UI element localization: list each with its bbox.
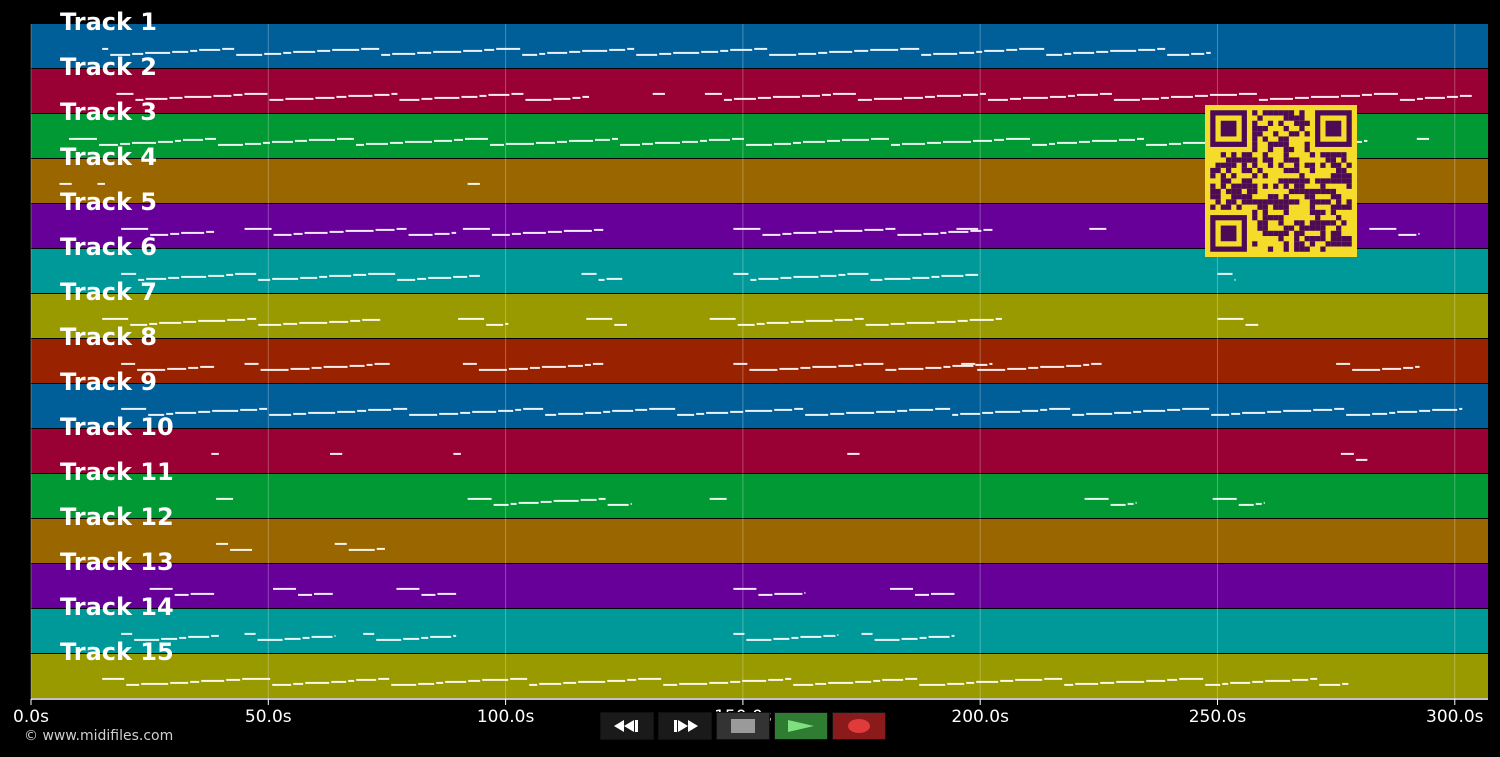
note-run — [733, 362, 993, 371]
note-run — [956, 227, 979, 230]
time-tick-label: 0.0s — [13, 707, 49, 727]
note-run — [961, 362, 1102, 371]
note-run — [467, 497, 632, 506]
track-label: Track 6 — [60, 233, 158, 261]
note-run — [121, 227, 215, 236]
track-label: Track 8 — [60, 323, 158, 351]
track-row — [31, 564, 1488, 608]
track-label: Track 14 — [60, 593, 174, 621]
note-run — [458, 317, 509, 326]
track-row — [31, 609, 1488, 653]
track-label: Track 7 — [60, 278, 158, 306]
track-row — [31, 654, 1488, 698]
track-row — [31, 294, 1488, 338]
note-run — [329, 452, 343, 455]
note-run — [1336, 362, 1420, 371]
note-run — [396, 587, 457, 596]
time-tick-label: 250.0s — [1188, 707, 1247, 727]
note-run — [244, 362, 390, 371]
note-run — [704, 92, 1472, 101]
track-label: Track 10 — [60, 413, 174, 441]
note-run — [652, 92, 665, 95]
note-run — [121, 362, 215, 371]
note-run — [709, 317, 1002, 326]
note-run — [467, 182, 480, 185]
time-tick-label: 200.0s — [951, 707, 1009, 727]
note-run — [733, 227, 993, 236]
note-run — [102, 317, 381, 326]
note-run — [733, 632, 839, 641]
record-button[interactable] — [832, 712, 886, 740]
note-run — [121, 272, 480, 281]
note-run — [97, 182, 105, 185]
note-run — [847, 452, 860, 455]
note-run — [244, 632, 336, 641]
note-run — [890, 587, 955, 596]
track-label: Track 2 — [60, 53, 158, 81]
track-label: Track 11 — [60, 458, 174, 486]
note-run — [273, 587, 333, 596]
note-run — [1416, 137, 1430, 140]
note-run — [121, 632, 219, 641]
note-run — [102, 677, 1349, 686]
track-row — [31, 24, 1488, 68]
note-run — [1217, 317, 1259, 326]
note-run — [1217, 272, 1236, 281]
note-run — [581, 272, 623, 281]
record-icon — [848, 719, 870, 733]
rewind-button[interactable] — [600, 712, 654, 740]
note-run — [586, 317, 627, 326]
note-run — [1212, 497, 1265, 506]
note-run — [1089, 227, 1107, 230]
track-row — [31, 339, 1488, 383]
track-label: Track 3 — [60, 98, 158, 126]
note-run — [59, 182, 72, 185]
note-run — [733, 587, 806, 596]
note-run — [102, 47, 1211, 56]
note-run — [462, 362, 604, 371]
fast-forward-button[interactable] — [658, 712, 712, 740]
note-run — [334, 542, 385, 551]
note-run — [1340, 452, 1368, 461]
note-run — [733, 272, 979, 281]
note-run — [216, 542, 253, 551]
track-row — [31, 519, 1488, 563]
note-run — [462, 227, 604, 236]
track-label: Track 4 — [60, 143, 158, 171]
track-label: Track 12 — [60, 503, 174, 531]
note-run — [216, 497, 234, 500]
track-label: Track 13 — [60, 548, 174, 576]
note-run — [861, 632, 955, 641]
note-run — [121, 407, 1463, 416]
track-row — [31, 429, 1488, 473]
rewind-icon — [614, 720, 638, 732]
note-run — [453, 452, 461, 455]
track-label: Track 9 — [60, 368, 158, 396]
transport-controls — [600, 712, 886, 740]
track-label: Track 15 — [60, 638, 174, 666]
stop-icon — [731, 719, 755, 733]
track-label: Track 5 — [60, 188, 158, 216]
note-run — [363, 632, 457, 641]
track-row — [31, 384, 1488, 428]
note-run — [211, 452, 219, 455]
track-row — [31, 474, 1488, 518]
qr-code-image — [1205, 105, 1357, 257]
stop-button[interactable] — [716, 712, 770, 740]
note-run — [116, 92, 590, 101]
play-button[interactable] — [774, 712, 828, 740]
note-run — [1084, 497, 1137, 506]
note-run — [709, 497, 727, 500]
note-run — [244, 227, 457, 236]
time-tick-label: 100.0s — [476, 707, 535, 727]
note-run — [149, 587, 215, 596]
note-run — [68, 137, 1368, 146]
fast-forward-icon — [674, 720, 698, 732]
watermark: © www.midifiles.com — [24, 728, 174, 744]
time-tick-label: 300.0s — [1426, 707, 1484, 727]
note-run — [1369, 227, 1420, 236]
track-label: Track 1 — [60, 8, 158, 36]
play-icon — [788, 720, 814, 732]
time-tick-label: 50.0s — [244, 707, 292, 727]
